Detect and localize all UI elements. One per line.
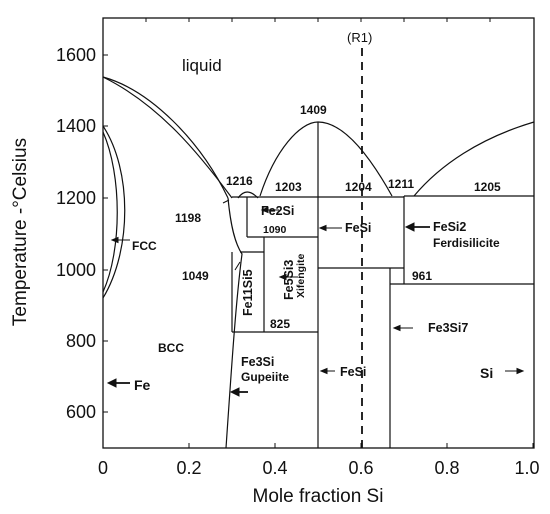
phase-fe3si: Fe3Si xyxy=(241,355,274,369)
left-ticks xyxy=(103,54,108,413)
label-1216: 1216 xyxy=(226,174,253,188)
phase-fe11si5: Fe11Si5 xyxy=(241,269,255,316)
region-liquid: liquid xyxy=(182,56,222,75)
x-tick-5: 1.0 xyxy=(514,458,539,478)
region-fcc: FCC xyxy=(132,239,157,253)
label-r1: (R1) xyxy=(347,30,372,45)
bcc-boundary xyxy=(225,197,243,449)
phase-fesi2: FeSi2 xyxy=(433,220,466,234)
phase-gupeiite: Gupeiite xyxy=(241,370,289,384)
bottom-ticks xyxy=(102,443,534,448)
y-tick-1400: 1400 xyxy=(56,116,96,136)
solidus-left xyxy=(102,76,229,199)
label-1090: 1090 xyxy=(263,224,287,236)
label-1049: 1049 xyxy=(182,269,209,283)
phase-fesi-lower: FeSi xyxy=(340,365,366,379)
fcc-loop-inner xyxy=(102,131,118,293)
region-fe: Fe xyxy=(134,377,151,393)
x-tick-4: 0.8 xyxy=(434,458,459,478)
label-1205: 1205 xyxy=(474,180,501,194)
phase-xifengite: Xifengite xyxy=(295,254,307,298)
phase-fe3si7: Fe3Si7 xyxy=(428,321,468,335)
y-tick-labels: 600 800 1000 1200 1400 1600 xyxy=(56,45,96,422)
phase-fe5si3: Fe5Si3 xyxy=(282,260,296,300)
y-axis-title: Temperature -°Celsius xyxy=(10,138,31,326)
y-tick-600: 600 xyxy=(66,402,96,422)
y-tick-800: 800 xyxy=(66,331,96,351)
arrows xyxy=(106,199,525,397)
y-tick-1000: 1000 xyxy=(56,260,96,280)
dome-1216 xyxy=(237,191,259,199)
phase-ferdisilicite: Ferdisilicite xyxy=(433,236,500,250)
x-tick-0: 0 xyxy=(98,458,108,478)
label-825: 825 xyxy=(270,317,290,331)
region-bcc: BCC xyxy=(158,341,184,355)
x-axis-title: Mole fraction Si xyxy=(253,486,384,507)
label-1211: 1211 xyxy=(388,177,414,191)
y-tick-1200: 1200 xyxy=(56,188,96,208)
label-1198: 1198 xyxy=(175,211,201,225)
phase-fesi-upper: FeSi xyxy=(345,221,371,235)
y-tick-1600: 1600 xyxy=(56,45,96,65)
x-tick-3: 0.6 xyxy=(348,458,373,478)
x-tick-1: 0.2 xyxy=(176,458,201,478)
label-961: 961 xyxy=(412,269,432,283)
phase-fe2si: Fe2Si xyxy=(261,204,294,218)
x-tick-2: 0.4 xyxy=(262,458,287,478)
region-si: Si xyxy=(480,365,493,381)
top-ticks xyxy=(145,18,491,22)
fcc-loop-outer xyxy=(102,125,126,299)
label-1204: 1204 xyxy=(345,180,372,194)
liquidus-right xyxy=(413,121,535,197)
label-1409: 1409 xyxy=(300,103,327,117)
label-1203: 1203 xyxy=(275,180,302,194)
x-tick-labels: 0 0.2 0.4 0.6 0.8 1.0 xyxy=(98,458,540,478)
